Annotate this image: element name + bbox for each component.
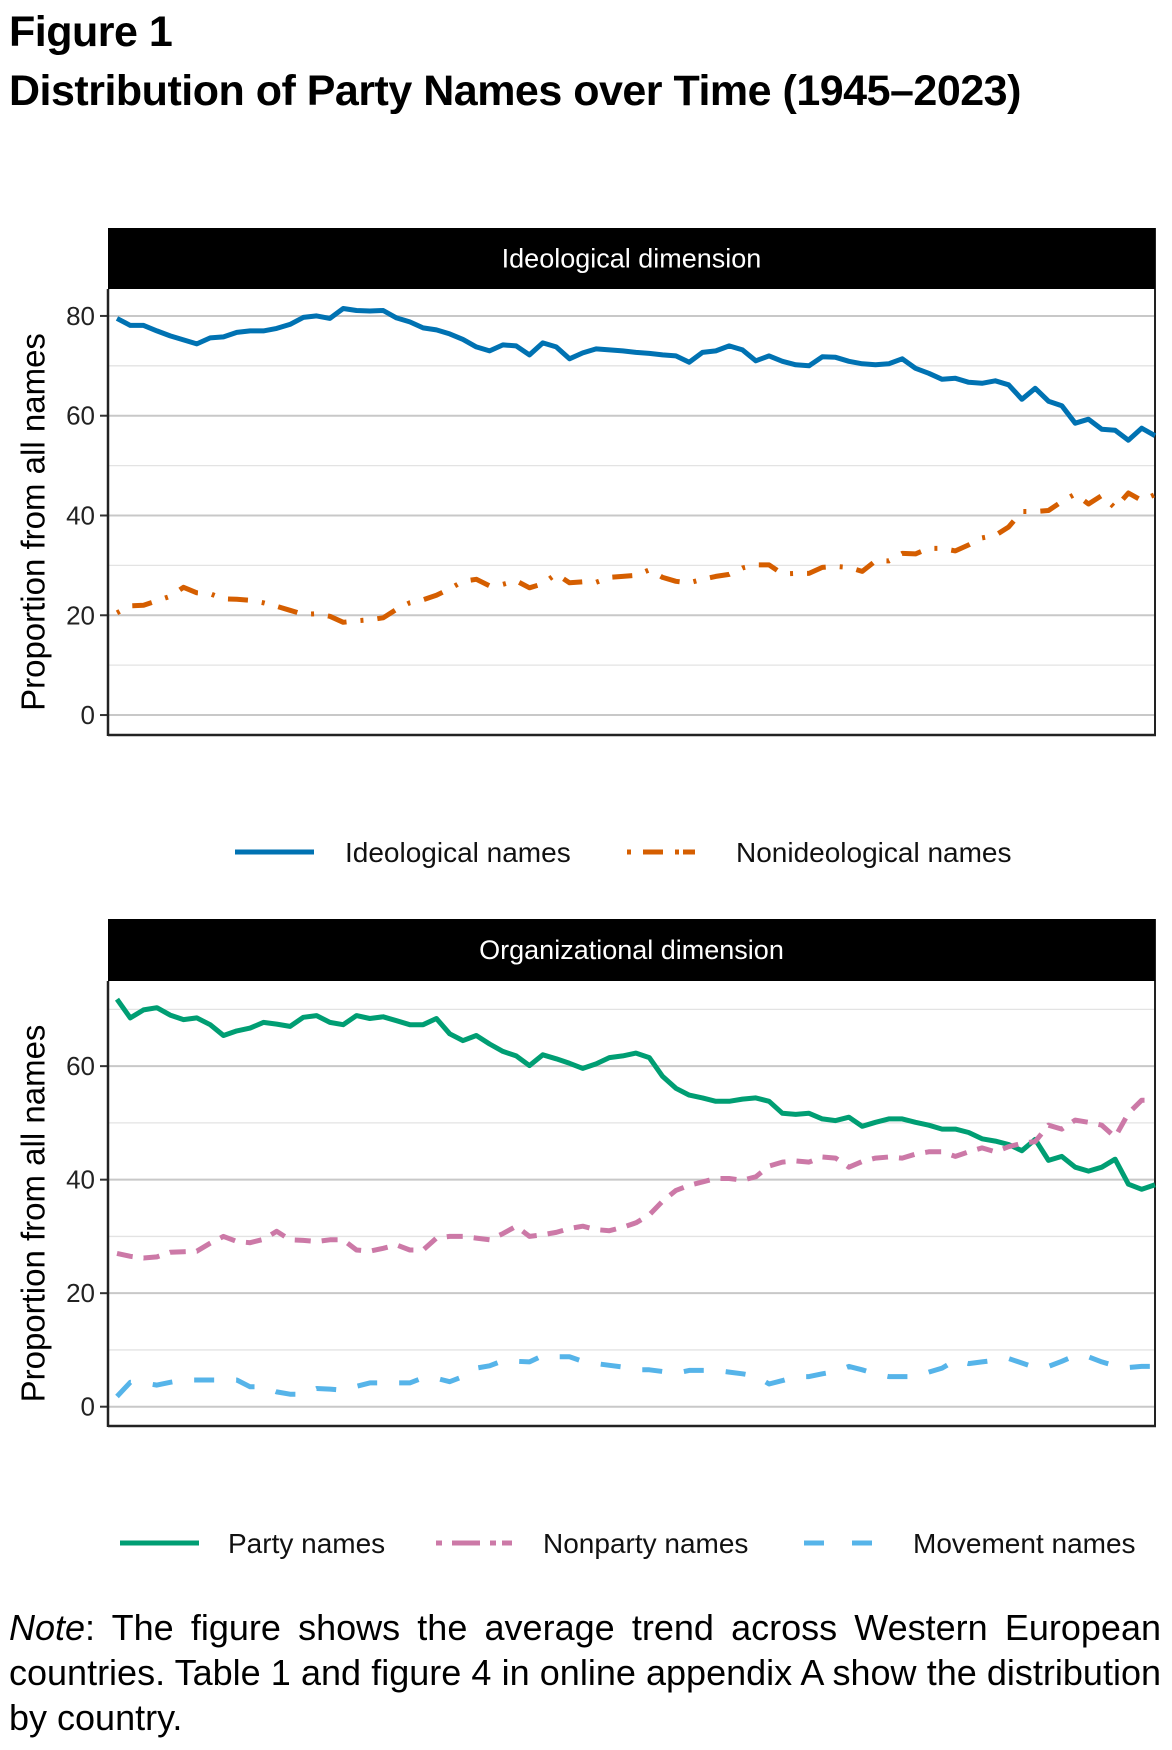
facet-strip: [108, 919, 1155, 981]
figure-title: Distribution of Party Names over Time (1…: [9, 67, 1021, 115]
figure-label: Figure 1: [9, 8, 173, 56]
y-axis-title: Proportion from all names: [15, 1025, 52, 1403]
y-axis-title: Proportion from all names: [15, 333, 52, 711]
series-line-ideological-names: [115, 306, 1157, 443]
y-tick-label: 60: [66, 1051, 95, 1081]
series-line-nonideological-names: [115, 490, 1157, 625]
series-line-movement-names: [115, 1353, 1155, 1399]
ideological-dimension-chart: 0 20 40 60 80 Ideological dimension Proportion…: [15, 228, 1157, 868]
facet-strip-title: Organizational dimension: [479, 935, 784, 965]
legend-label: Ideological names: [345, 837, 571, 868]
legend-label: Party names: [228, 1528, 385, 1559]
series-line-party-names: [114, 997, 1156, 1192]
y-tick-label: 20: [66, 1278, 95, 1308]
plot-area: [108, 289, 1155, 735]
y-tick-label: 0: [81, 1392, 95, 1422]
note-label: Note: [9, 1607, 86, 1648]
figure-note: Note: The figure shows the average trend…: [9, 1605, 1161, 1740]
legend-label: Nonideological names: [736, 837, 1012, 868]
y-tick-label: 20: [66, 600, 95, 630]
y-tick-label: 40: [66, 500, 95, 530]
y-tick-label: 80: [66, 301, 95, 331]
organizational-dimension-chart: 0 20 40 60 Organizational dimension Proportio…: [15, 919, 1156, 1559]
legend-label: Movement names: [913, 1528, 1136, 1559]
y-tick-label: 60: [66, 401, 95, 431]
facet-strip: [108, 228, 1155, 289]
series-line-nonparty-names: [116, 1097, 1155, 1261]
y-tick-label: 40: [66, 1165, 95, 1195]
facet-strip-title: Ideological dimension: [502, 244, 762, 274]
y-tick-label: 0: [81, 700, 95, 730]
note-text: : The figure shows the average trend acr…: [9, 1607, 1161, 1738]
plot-area: [108, 981, 1155, 1426]
legend-label: Nonparty names: [543, 1528, 748, 1559]
